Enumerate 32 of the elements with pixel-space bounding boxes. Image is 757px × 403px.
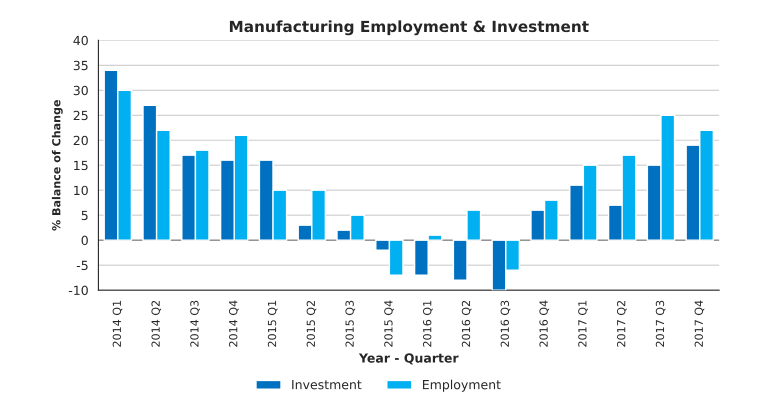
y-tick-label: 25 [74,110,88,120]
chart-title: Manufacturing Employment & Investment [230,20,589,36]
y-tick-label: 15 [74,160,88,170]
y-tick-label: 35 [74,60,88,70]
x-tick-label: 2014 Q3 [190,300,200,347]
x-tick-label: 2014 Q1 [112,300,122,347]
x-tick-label: 2016 Q3 [500,300,510,347]
y-tick-label: 0 [82,236,88,246]
y-tick-label: 20 [74,136,88,146]
x-tick-label: 2015 Q1 [268,300,278,347]
legend-label: Employment [423,380,501,392]
x-tick-label: 2015 Q4 [384,300,394,347]
y-tick-label: -5 [76,260,88,270]
legend-label: Investment [292,380,362,390]
x-tick-label: 2017 Q3 [656,300,666,347]
x-tick-label: 2016 Q2 [462,300,472,347]
y-tick-label: 10 [74,186,88,196]
x-tick-label: 2014 Q4 [229,300,239,347]
x-axis-title: Year - Quarter [358,353,459,364]
x-tick-label: 2017 Q1 [578,300,588,347]
x-tick-label: 2017 Q2 [616,300,627,347]
x-tick-label: 2017 Q4 [694,300,704,347]
x-tick-label: 2016 Q1 [423,300,433,347]
y-tick-label: 40 [73,36,88,46]
x-tick-label: 2015 Q2 [306,300,316,347]
x-tick-label: 2016 Q4 [539,300,550,347]
x-tick-label: 2014 Q2 [151,300,162,347]
x-tick-label: 2015 Q3 [345,300,356,347]
y-tick-label: 30 [74,86,88,96]
y-tick-label: 5 [82,210,88,220]
y-axis-title: % Balance of Change [52,100,63,231]
y-tick-label: -10 [68,286,88,296]
